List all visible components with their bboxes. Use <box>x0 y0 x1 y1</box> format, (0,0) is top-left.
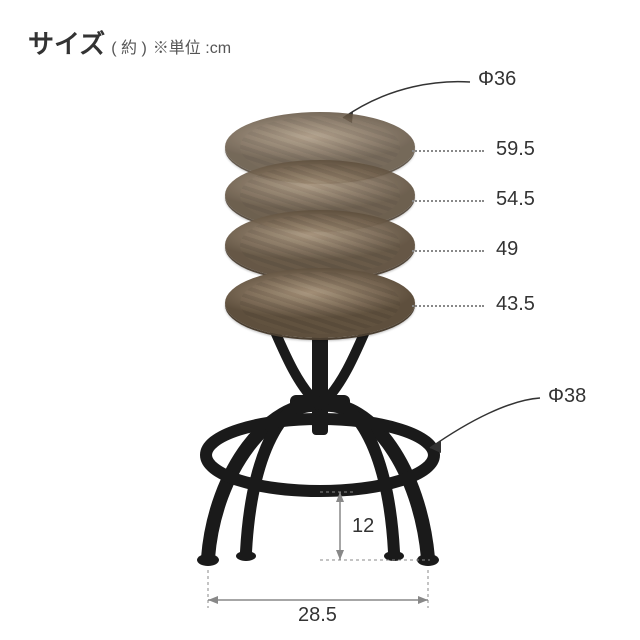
height-guide-4 <box>412 305 484 307</box>
height-guide-2 <box>412 200 484 202</box>
label-seat-diameter: Φ36 <box>478 68 516 91</box>
label-height-2: 54.5 <box>496 188 535 211</box>
label-height-1: 59.5 <box>496 138 535 161</box>
height-guide-1 <box>412 150 484 152</box>
label-ring-height: 12 <box>352 515 374 538</box>
seat-pos-4 <box>225 268 415 338</box>
height-guide-3 <box>412 250 484 252</box>
label-base-width: 28.5 <box>298 604 337 627</box>
label-height-4: 43.5 <box>496 293 535 316</box>
label-ring-diameter: Φ38 <box>548 385 586 408</box>
label-height-3: 49 <box>496 238 518 261</box>
diagram-canvas: Φ36 59.5 54.5 49 43.5 Φ38 12 28.5 <box>0 0 640 640</box>
